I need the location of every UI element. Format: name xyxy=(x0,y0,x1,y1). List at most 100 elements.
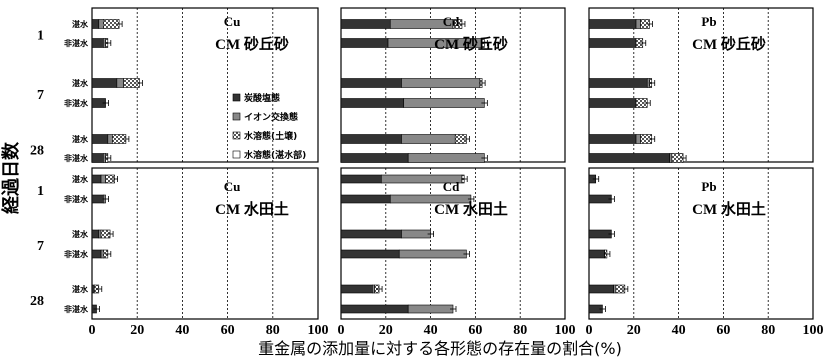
panel-frame xyxy=(588,167,814,320)
x-axis-title: 重金属の添加量に対する各形態の存在量の割合(%) xyxy=(258,339,622,358)
x-tick-label: 100 xyxy=(308,323,329,338)
nonflood-label: 非湛水 xyxy=(64,194,89,204)
legend-label: イオン交換態 xyxy=(244,111,298,123)
bar-segment xyxy=(91,194,104,204)
x-tick-label: 20 xyxy=(379,323,393,338)
legend-label: 炭酸塩態 xyxy=(244,92,280,104)
bar-segment xyxy=(340,174,382,184)
bar-segment xyxy=(340,284,373,294)
bar-segment xyxy=(100,174,106,184)
legend-label: 水溶態(湛水部) xyxy=(244,149,306,161)
x-tick-label: 20 xyxy=(130,323,144,338)
panel-metal-label: Cu xyxy=(224,179,241,194)
x-tick-label: 80 xyxy=(761,323,775,338)
bar-segment xyxy=(91,134,109,144)
bar-segment xyxy=(98,229,102,239)
nonflood-label: 非湛水 xyxy=(64,153,89,163)
legend-swatch xyxy=(232,93,241,102)
bar-segment xyxy=(613,284,617,294)
bar-segment xyxy=(340,153,409,163)
bar-segment xyxy=(401,134,456,144)
bar-segment xyxy=(91,229,100,239)
bar-segment xyxy=(407,304,454,314)
bar-segment xyxy=(588,78,648,88)
day-label: 1 xyxy=(37,184,44,199)
bar-segment xyxy=(91,19,100,29)
panel-soil-label: CM 水田土 xyxy=(434,200,508,218)
panel-soil-label: CM 砂丘砂 xyxy=(434,35,508,53)
flood-label: 湛水 xyxy=(72,78,89,88)
x-tick-label: 0 xyxy=(586,323,593,338)
bar-segment xyxy=(588,98,637,108)
legend-swatch xyxy=(232,150,241,159)
nonflood-label: 非湛水 xyxy=(64,304,89,314)
nonflood-label: 非湛水 xyxy=(64,98,89,108)
bar-segment xyxy=(91,249,102,259)
bar-segment xyxy=(401,229,431,239)
x-tick-label: 60 xyxy=(221,323,235,338)
bar-segment xyxy=(340,229,402,239)
bar-segment xyxy=(91,78,118,88)
nonflood-label: 非湛水 xyxy=(64,249,89,259)
panel-soil-label: CM 砂丘砂 xyxy=(692,35,766,53)
x-tick-label: 40 xyxy=(672,323,686,338)
bar-segment xyxy=(372,284,375,294)
flood-label: 湛水 xyxy=(72,229,89,239)
panel-pb-sand: Pb CM 砂丘砂 xyxy=(588,7,814,163)
panel-soil-label: CM 砂丘砂 xyxy=(215,35,289,53)
x-tick-label: 80 xyxy=(266,323,280,338)
day-label: 1 xyxy=(37,29,44,44)
x-tick-label: 0 xyxy=(338,323,345,338)
day-label: 28 xyxy=(30,294,44,309)
bar-segment xyxy=(588,194,612,204)
bar-segment xyxy=(98,19,104,29)
bar-segment xyxy=(635,134,641,144)
bar-segment xyxy=(588,229,612,239)
x-tick-label: 100 xyxy=(555,323,576,338)
panel-metal-label: Cd xyxy=(443,14,460,29)
x-tick-label: 20 xyxy=(627,323,641,338)
flood-label: 湛水 xyxy=(72,174,89,184)
flood-label: 湛水 xyxy=(72,134,89,144)
x-tick-label: 0 xyxy=(89,323,96,338)
day-label: 7 xyxy=(37,88,44,103)
bar-segment xyxy=(107,134,113,144)
x-tick-label: 40 xyxy=(424,323,438,338)
bar-segment xyxy=(340,194,391,204)
bar-segment xyxy=(403,98,485,108)
bar-segment xyxy=(588,249,605,259)
panel-metal-label: Cd xyxy=(443,179,460,194)
bar-segment xyxy=(340,98,405,108)
bar-segment xyxy=(91,38,104,48)
panel-soil-label: CM 水田土 xyxy=(215,200,289,218)
panel-metal-label: Pb xyxy=(701,179,716,194)
legend-swatch xyxy=(232,131,241,140)
bar-segment xyxy=(91,174,102,184)
bar-segment xyxy=(100,249,104,259)
bar-segment xyxy=(91,153,104,163)
x-tick-label: 40 xyxy=(175,323,189,338)
x-tick-label: 80 xyxy=(513,323,527,338)
bar-segment xyxy=(340,78,402,88)
bar-segment xyxy=(340,249,400,259)
bar-segment xyxy=(91,284,95,294)
legend-label: 水溶態(土壌) xyxy=(244,130,297,142)
bar-segment xyxy=(588,284,614,294)
y-axis-title: 経過日数 xyxy=(0,141,22,214)
panel-metal-label: Pb xyxy=(701,14,716,29)
flood-label: 湛水 xyxy=(72,284,89,294)
bar-segment xyxy=(635,19,641,29)
bar-segment xyxy=(407,153,485,163)
panel-frame xyxy=(340,167,566,320)
panel-cd-paddy: Cd CM 水田土 0 20 40 60 80 100 xyxy=(338,167,576,338)
bar-segment xyxy=(116,78,124,88)
panel-pb-paddy: Pb CM 水田土 0 20 40 60 80 100 xyxy=(586,167,824,338)
panel-metal-label: Cu xyxy=(224,14,241,29)
bar-segment xyxy=(588,153,670,163)
x-tick-label: 60 xyxy=(468,323,482,338)
x-tick-label: 100 xyxy=(803,323,824,338)
